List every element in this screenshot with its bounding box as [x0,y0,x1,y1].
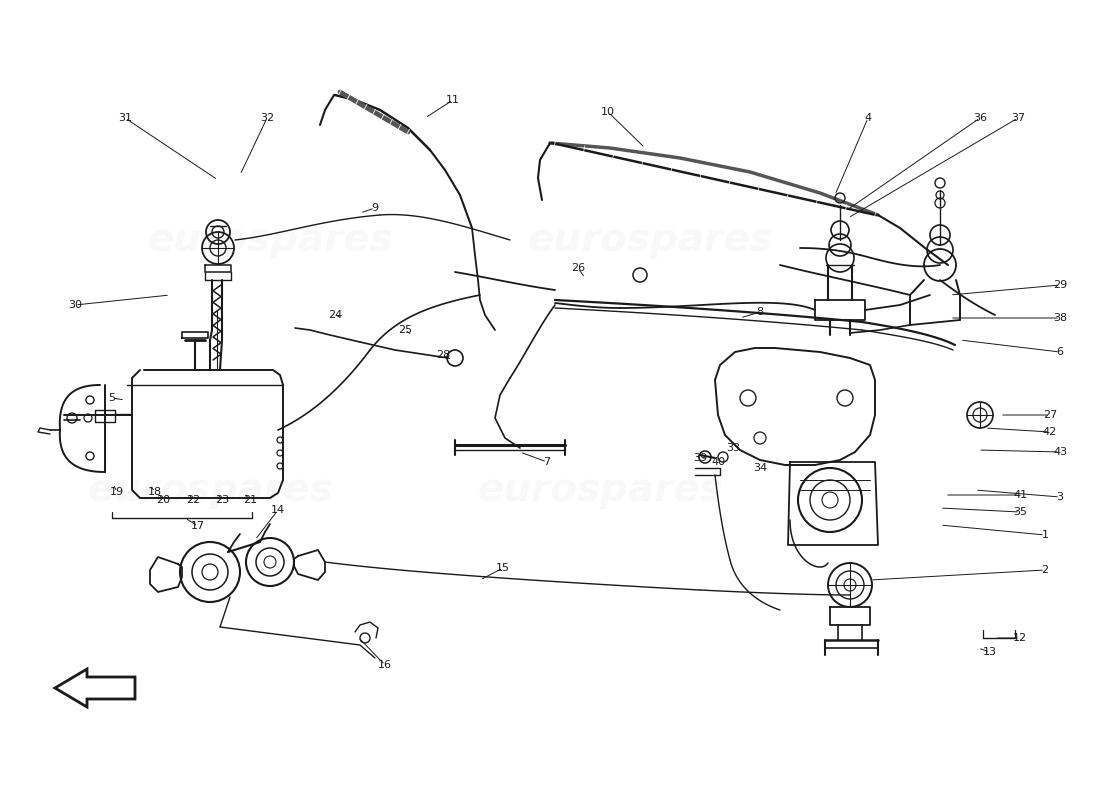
Text: 14: 14 [271,505,285,515]
Text: 43: 43 [1053,447,1067,457]
Text: 30: 30 [68,300,82,310]
Text: 25: 25 [398,325,412,335]
Text: 1: 1 [1042,530,1048,540]
FancyArrow shape [55,669,135,707]
Text: eurospares: eurospares [87,471,333,509]
Text: 2: 2 [1042,565,1048,575]
Text: eurospares: eurospares [147,221,393,259]
Text: 39: 39 [693,453,707,463]
Text: eurospares: eurospares [477,471,723,509]
Text: 3: 3 [1056,492,1064,502]
Text: 27: 27 [1043,410,1057,420]
Text: 16: 16 [378,660,392,670]
Text: 42: 42 [1043,427,1057,437]
Text: 41: 41 [1013,490,1027,500]
Text: 10: 10 [601,107,615,117]
Text: 15: 15 [496,563,510,573]
Text: 23: 23 [214,495,229,505]
Text: 18: 18 [147,487,162,497]
Text: 6: 6 [1056,347,1064,357]
Text: 20: 20 [156,495,170,505]
Text: 37: 37 [1011,113,1025,123]
Text: 19: 19 [110,487,124,497]
Text: 28: 28 [436,350,450,360]
Text: 11: 11 [446,95,460,105]
Text: 4: 4 [865,113,871,123]
Text: 21: 21 [243,495,257,505]
Text: 9: 9 [372,203,378,213]
Text: 29: 29 [1053,280,1067,290]
Text: 38: 38 [1053,313,1067,323]
Text: 40: 40 [711,457,725,467]
Text: 32: 32 [260,113,274,123]
Text: 31: 31 [118,113,132,123]
Text: 33: 33 [726,443,740,453]
Text: 8: 8 [757,307,763,317]
Text: 22: 22 [186,495,200,505]
Text: 36: 36 [974,113,987,123]
Text: 35: 35 [1013,507,1027,517]
Text: eurospares: eurospares [527,221,773,259]
Text: 7: 7 [543,457,551,467]
Text: 13: 13 [983,647,997,657]
Text: 5: 5 [109,393,116,403]
Text: 17: 17 [191,521,205,531]
Text: 12: 12 [1013,633,1027,643]
Text: 34: 34 [752,463,767,473]
Text: 26: 26 [571,263,585,273]
Text: 24: 24 [328,310,342,320]
